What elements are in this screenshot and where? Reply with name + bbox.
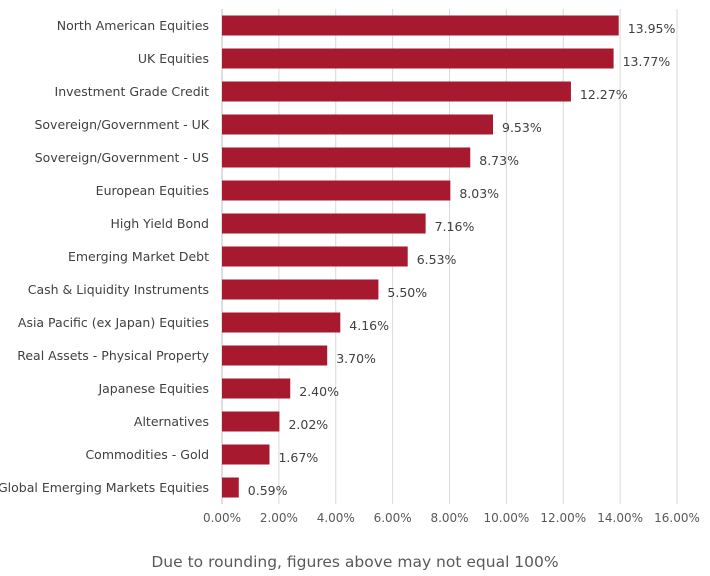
category-labels: North American Equities UK Equities Invest…: [0, 18, 210, 495]
category-label: Global Emerging Markets Equities: [0, 480, 209, 495]
x-tick-label: 0.00%: [203, 511, 241, 525]
bar: [222, 279, 379, 300]
bar: [222, 477, 239, 498]
category-label: Sovereign/Government - UK: [34, 117, 209, 132]
category-label: Asia Pacific (ex Japan) Equities: [18, 315, 209, 330]
data-label: 7.16%: [435, 219, 475, 234]
category-label: Sovereign/Government - US: [35, 150, 209, 165]
x-tick-label: 16.00%: [654, 511, 700, 525]
data-label: 5.50%: [387, 285, 427, 300]
bar: [222, 213, 426, 234]
data-label: 2.02%: [288, 417, 328, 432]
x-tick-label: 14.00%: [597, 511, 643, 525]
bar: [222, 312, 341, 333]
data-label: 4.16%: [349, 318, 389, 333]
category-label: European Equities: [96, 183, 209, 198]
category-label: UK Equities: [138, 51, 209, 66]
bar: [222, 147, 471, 168]
x-tick-label: 6.00%: [374, 511, 412, 525]
x-tick-label: 10.00%: [483, 511, 529, 525]
category-label: Investment Grade Credit: [55, 84, 210, 99]
data-label: 12.27%: [580, 87, 628, 102]
x-tick-label: 2.00%: [260, 511, 298, 525]
bar: [222, 411, 280, 432]
data-label: 9.53%: [502, 120, 542, 135]
data-label: 8.73%: [479, 153, 519, 168]
category-label: Emerging Market Debt: [68, 249, 209, 264]
category-label: Real Assets - Physical Property: [17, 348, 209, 363]
data-label: 8.03%: [459, 186, 499, 201]
bar: [222, 15, 619, 36]
x-tick-label: 12.00%: [540, 511, 586, 525]
data-label: 13.77%: [623, 54, 671, 69]
category-label: Japanese Equities: [97, 381, 209, 396]
data-label: 13.95%: [628, 21, 676, 36]
bar: [222, 246, 408, 267]
category-label: High Yield Bond: [110, 216, 209, 231]
category-label: Commodities - Gold: [85, 447, 209, 462]
bars: [222, 15, 619, 498]
data-label: 6.53%: [417, 252, 457, 267]
category-label: Cash & Liquidity Instruments: [28, 282, 209, 297]
bar: [222, 81, 571, 102]
bar: [222, 345, 328, 366]
category-label: North American Equities: [57, 18, 209, 33]
data-label: 1.67%: [278, 450, 318, 465]
bar: [222, 114, 494, 135]
bar-chart: North American Equities UK Equities Invest…: [0, 9, 700, 525]
x-tick-label: 4.00%: [317, 511, 355, 525]
bar: [222, 180, 451, 201]
footnote: Due to rounding, figures above may not e…: [151, 553, 559, 571]
value-labels: 13.95% 13.77% 12.27% 9.53% 8.73% 8.03% 7.16% 6.…: [248, 21, 676, 498]
x-tick-label: 8.00%: [430, 511, 468, 525]
data-label: 0.59%: [248, 483, 288, 498]
data-label: 2.40%: [299, 384, 339, 399]
bar: [222, 444, 270, 465]
bar: [222, 378, 291, 399]
x-axis-tick-labels: 0.00% 2.00% 4.00% 6.00% 8.00% 10.00% 12.00% 14.…: [203, 511, 700, 525]
data-label: 3.70%: [336, 351, 376, 366]
category-label: Alternatives: [134, 414, 209, 429]
bar: [222, 48, 614, 69]
